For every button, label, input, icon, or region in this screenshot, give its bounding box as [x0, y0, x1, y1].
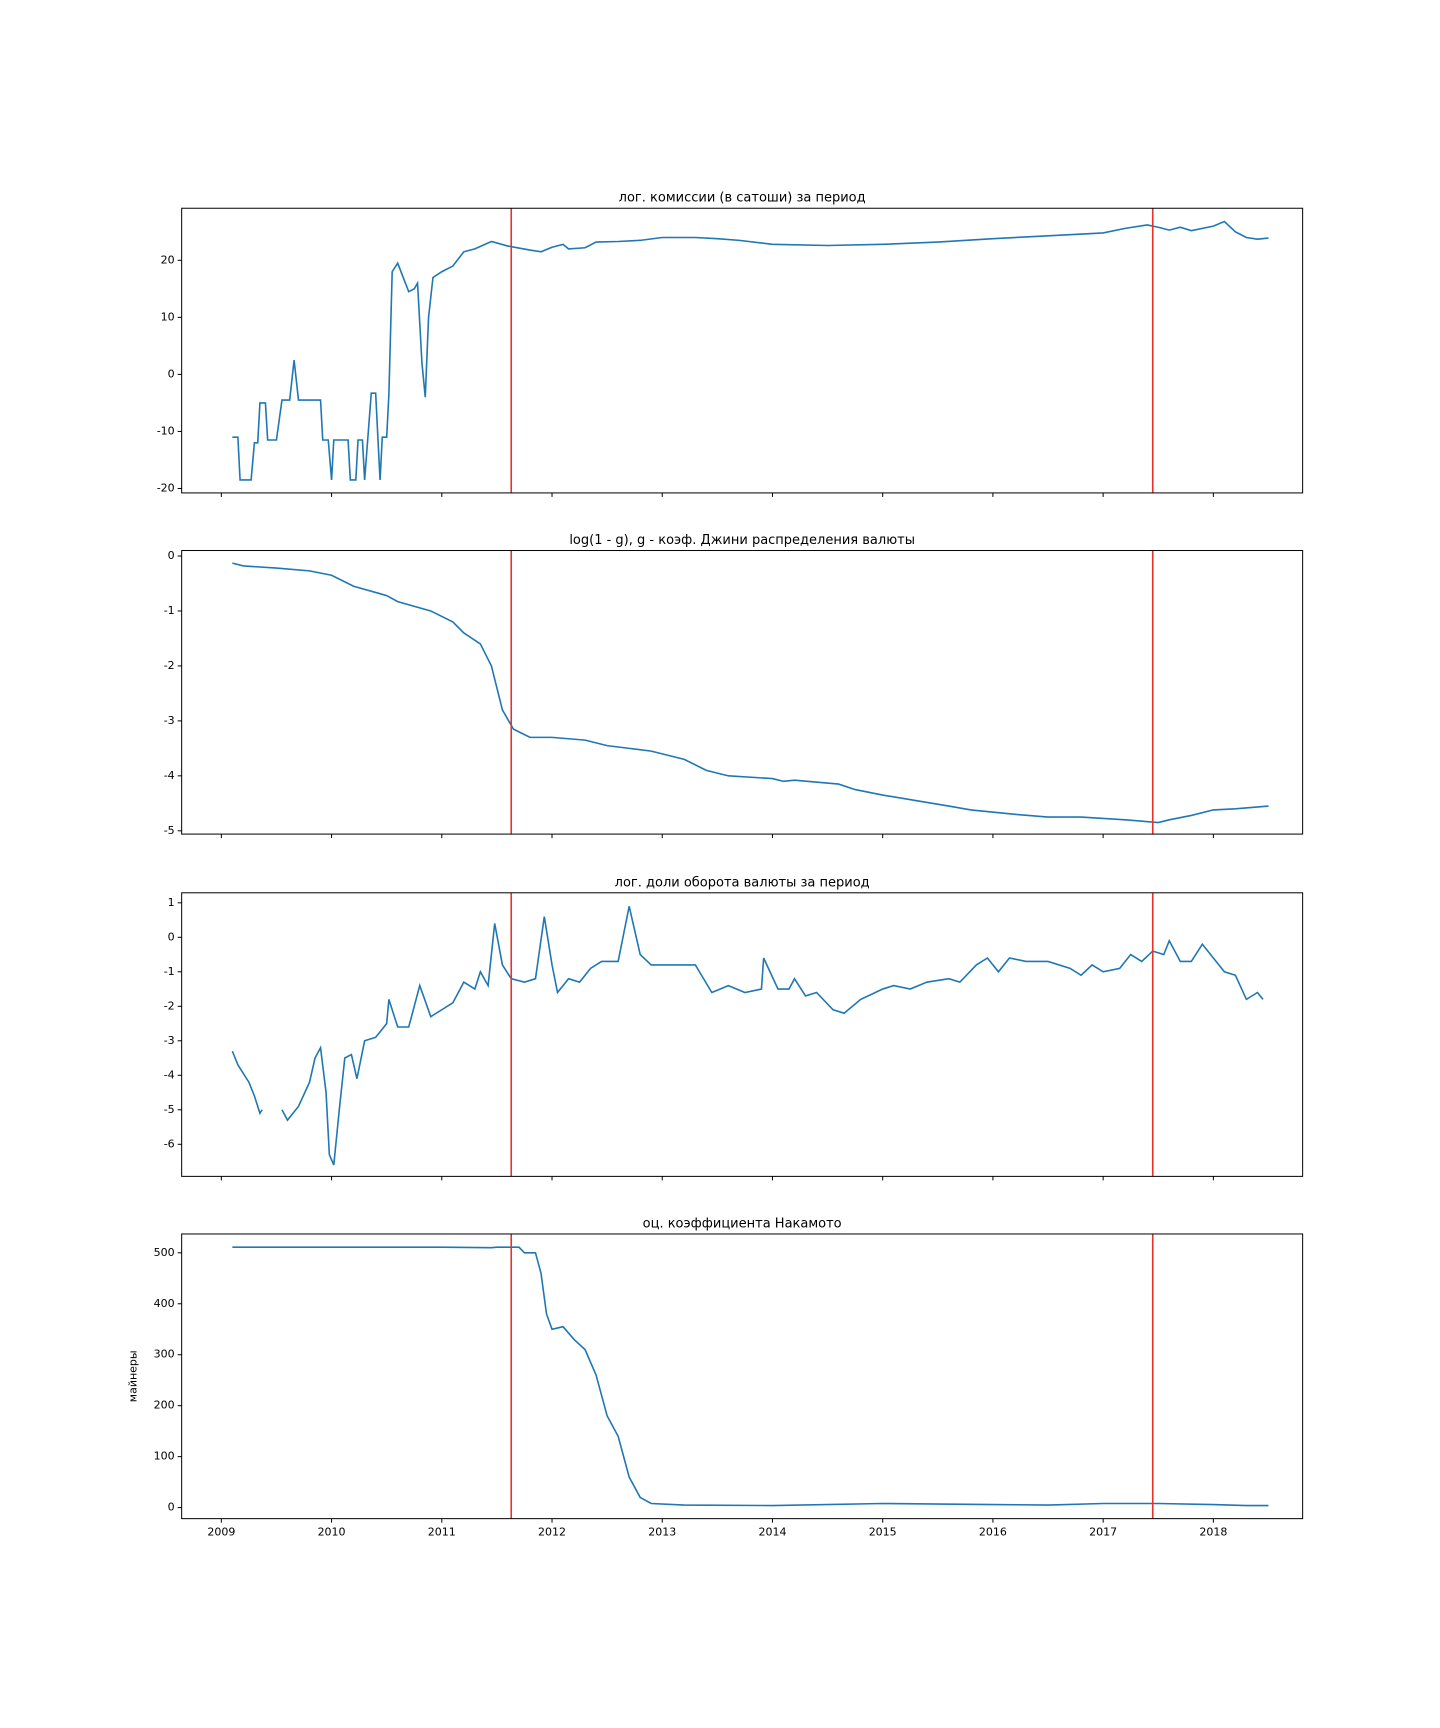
- y-tick-label: 100: [154, 1450, 175, 1463]
- y-tick-label: 500: [154, 1246, 175, 1259]
- y-tick-label: 0: [168, 367, 175, 380]
- axes-frame: [181, 207, 1304, 494]
- x-tick-label: 2017: [1089, 1526, 1117, 1539]
- y-tick-label: -6: [164, 1137, 175, 1150]
- chart-title: log(1 - g), g - коэф. Джини распределени…: [569, 533, 915, 548]
- x-tick-label: 2016: [979, 1526, 1007, 1539]
- y-tick-label: 10: [161, 310, 175, 323]
- y-tick-label: -2: [164, 659, 175, 672]
- y-tick-label: 300: [154, 1348, 175, 1361]
- y-tick-label: 20: [161, 253, 175, 266]
- y-tick-label: -5: [164, 824, 175, 837]
- axes-frame: [181, 550, 1304, 835]
- x-tick-label: 2014: [758, 1526, 786, 1539]
- x-tick-label: 2013: [648, 1526, 676, 1539]
- data-line: [232, 1246, 1269, 1507]
- chart-title: оц. коэффициента Накамото: [643, 1216, 842, 1231]
- chart-title: лог. доли оборота валюты за период: [615, 875, 870, 890]
- data-line: [232, 562, 1269, 824]
- x-tick-label: 2018: [1199, 1526, 1227, 1539]
- x-tick-label: 2009: [207, 1526, 235, 1539]
- y-tick-label: 400: [154, 1297, 175, 1310]
- y-tick-label: -1: [164, 965, 175, 978]
- y-tick-label: -10: [157, 424, 175, 437]
- y-tick-label: -1: [164, 604, 175, 617]
- y-tick-label: 0: [168, 930, 175, 943]
- x-tick-label: 2011: [428, 1526, 456, 1539]
- y-tick-label: -20: [157, 481, 175, 494]
- y-tick-label: -5: [164, 1103, 175, 1116]
- x-tick-label: 2010: [318, 1526, 346, 1539]
- y-tick-label: -4: [164, 1068, 175, 1081]
- y-tick-label: 0: [168, 1501, 175, 1514]
- y-tick-label: 1: [168, 896, 175, 909]
- x-tick-label: 2015: [869, 1526, 897, 1539]
- axes-frame: [181, 892, 1304, 1177]
- y-tick-label: -3: [164, 1034, 175, 1047]
- x-tick-label: 2012: [538, 1526, 566, 1539]
- y-tick-label: -3: [164, 714, 175, 727]
- axes-frame: [181, 1233, 1304, 1520]
- y-tick-label: 200: [154, 1399, 175, 1412]
- y-tick-label: 0: [168, 549, 175, 562]
- data-line: [232, 220, 1269, 481]
- y-axis-label: майнеры: [127, 1350, 140, 1402]
- y-tick-label: -2: [164, 999, 175, 1012]
- chart-title: лог. комиссии (в сатоши) за период: [619, 191, 866, 206]
- y-tick-label: -4: [164, 769, 175, 782]
- data-line: [231, 906, 1264, 1166]
